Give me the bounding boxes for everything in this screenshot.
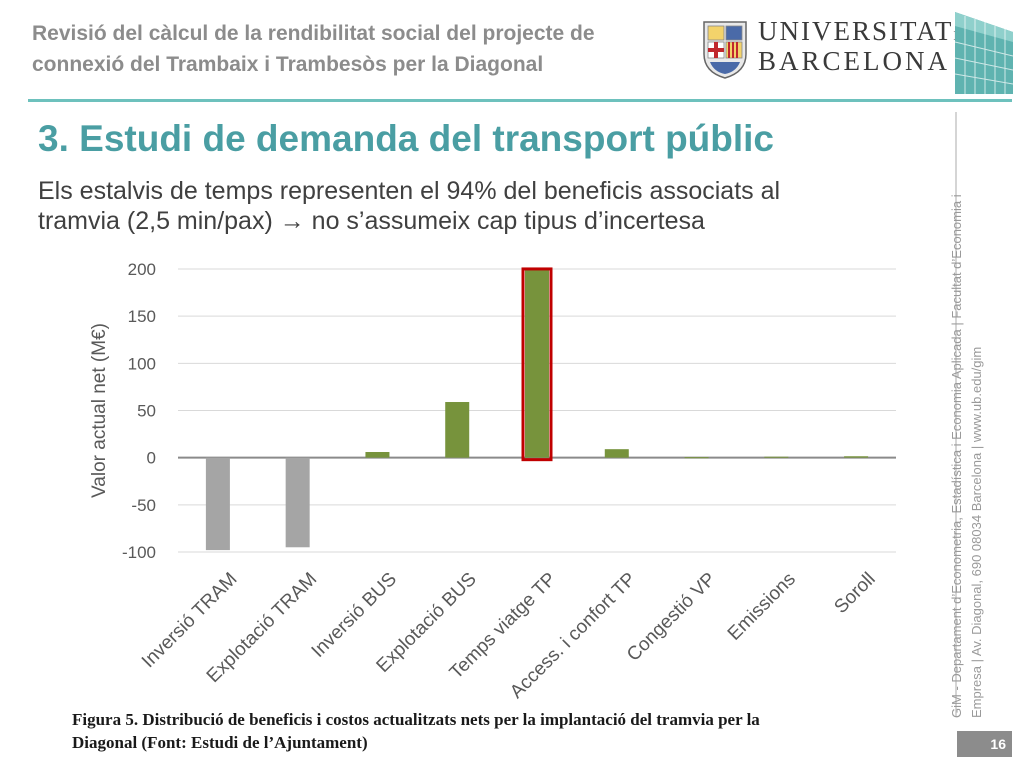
sidebar-line1: GiM - Departament d’Econometria, Estadís… <box>949 194 964 718</box>
section-title: 3. Estudi de demanda del transport públi… <box>38 118 775 159</box>
university-logo: UNIVERSITATDE BARCELONA <box>700 14 973 84</box>
figure-caption: Figura 5. Distribució de beneficis i cos… <box>72 708 902 754</box>
subtitle-line2: tramvia (2,5 min/pax) → no s’assumeix ca… <box>38 207 705 235</box>
y-tick-label: 100 <box>128 354 156 373</box>
bar <box>285 457 310 548</box>
bar <box>844 456 869 458</box>
bar <box>205 457 230 551</box>
highlight-box <box>521 267 553 462</box>
header-title-line2: connexió del Trambaix i Trambesòs per la… <box>32 53 544 76</box>
y-tick-label: -50 <box>131 496 156 515</box>
x-category-label: Emissions <box>724 569 800 645</box>
y-tick-label: 150 <box>128 307 156 326</box>
logo-text-barcelona: BARCELONA <box>758 46 951 76</box>
caption-line2: Diagonal (Font: Estudi de l’Ajuntament) <box>72 733 368 752</box>
y-tick-label: 200 <box>128 260 156 279</box>
bar <box>764 456 789 458</box>
bar <box>604 449 629 458</box>
y-tick-label: 50 <box>137 402 156 421</box>
building-photo-icon <box>955 12 1013 94</box>
header-divider <box>28 99 1012 102</box>
y-tick-label: 0 <box>147 449 156 468</box>
bar <box>684 457 709 459</box>
y-tick-label: -100 <box>122 543 156 562</box>
logo-text-universitat: UNIVERSITATDE <box>758 16 974 47</box>
bar <box>525 269 549 458</box>
caption-line1: Figura 5. Distribució de beneficis i cos… <box>72 710 760 729</box>
bar-chart: 200 150 100 50 0 -50 -100 Valor actual net (M€)… <box>89 260 896 703</box>
logo-text-universitat-main: UNIVERSITAT <box>758 16 954 46</box>
y-axis-label: Valor actual net (M€) <box>89 323 110 498</box>
university-seal-icon <box>703 21 747 79</box>
subtitle-line1: Els estalvis de temps representen el 94%… <box>38 177 781 205</box>
bar <box>445 402 470 458</box>
page-number: 16 <box>957 731 1012 757</box>
sidebar-divider <box>955 112 957 717</box>
sidebar-footer-text: GiM - Departament d’Econometria, Estadís… <box>947 118 987 718</box>
bar <box>365 452 390 458</box>
slide-subtitle: Els estalvis de temps representen el 94%… <box>38 176 918 236</box>
chart-bars <box>205 267 869 551</box>
x-category-label: Soroll <box>830 569 879 618</box>
header-title-line1: Revisió del càlcul de la rendibilitat so… <box>32 22 595 45</box>
sidebar-line2: Empresa | Av. Diagonal, 690 08034 Barcel… <box>969 346 984 718</box>
header-title: Revisió del càlcul de la rendibilitat so… <box>32 18 672 80</box>
